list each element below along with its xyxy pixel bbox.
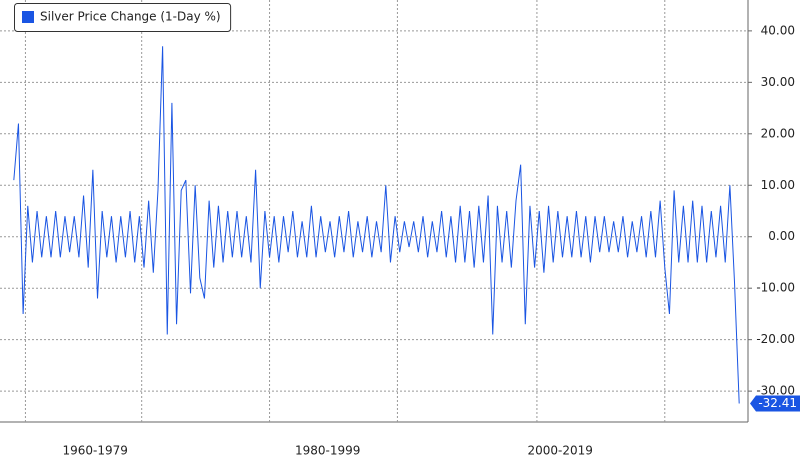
y-tick-label: 10.00 bbox=[761, 178, 795, 192]
last-value-flag bbox=[750, 395, 800, 412]
y-tick-label: 30.00 bbox=[761, 75, 795, 89]
data-line bbox=[13, 46, 740, 404]
y-tick-label: -20.00 bbox=[756, 332, 795, 346]
x-tick-label: 1960-1979 bbox=[62, 444, 127, 458]
y-tick-label: 40.00 bbox=[761, 23, 795, 37]
y-tick-label: -30.00 bbox=[756, 384, 795, 398]
legend-box bbox=[14, 3, 232, 32]
last-value-label: -32.41 bbox=[758, 396, 797, 410]
x-tick-label: 1980-1999 bbox=[295, 444, 360, 458]
y-tick-label: 0.00 bbox=[768, 229, 795, 243]
legend: Silver Price Change (1-Day %) bbox=[14, 3, 232, 32]
legend-label: Silver Price Change (1-Day %) bbox=[40, 10, 221, 24]
y-tick-label: -10.00 bbox=[756, 281, 795, 295]
y-tick-label: 20.00 bbox=[761, 126, 795, 140]
legend-swatch bbox=[22, 11, 34, 23]
x-tick-label: 2000-2019 bbox=[527, 444, 592, 458]
